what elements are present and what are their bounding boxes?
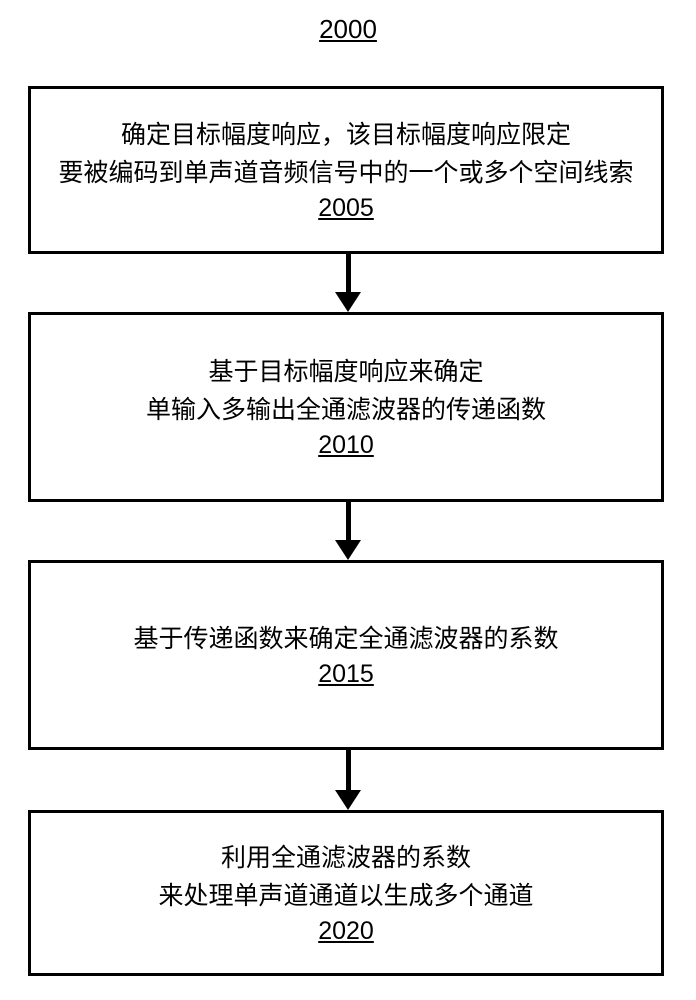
arrow-shaft — [346, 254, 351, 292]
step-text-line: 单输入多输出全通滤波器的传递函数 — [146, 392, 546, 430]
arrow-shaft — [346, 750, 351, 790]
step-ref: 2015 — [318, 660, 374, 689]
arrow-shaft — [346, 502, 351, 540]
flowchart-canvas: 2000 确定目标幅度响应，该目标幅度响应限定 要被编码到单声道音频信号中的一个… — [0, 0, 696, 1000]
step-text-line: 基于传递函数来确定全通滤波器的系数 — [133, 621, 558, 659]
arrow-head-icon — [335, 790, 361, 810]
flow-step-2015: 基于传递函数来确定全通滤波器的系数 2015 — [28, 560, 664, 750]
diagram-title-ref: 2000 — [0, 14, 696, 45]
step-text-line: 来处理单声道通道以生成多个通道 — [158, 878, 533, 916]
step-text-line: 基于目标幅度响应来确定 — [208, 354, 483, 392]
step-text-line: 利用全通滤波器的系数 — [221, 840, 471, 878]
arrow-head-icon — [335, 292, 361, 312]
flow-step-2005: 确定目标幅度响应，该目标幅度响应限定 要被编码到单声道音频信号中的一个或多个空间… — [28, 86, 664, 254]
step-ref: 2010 — [318, 431, 374, 460]
flow-step-2020: 利用全通滤波器的系数 来处理单声道通道以生成多个通道 2020 — [28, 810, 664, 976]
flow-arrow — [335, 750, 361, 810]
flow-arrow — [335, 254, 361, 312]
step-text-line: 确定目标幅度响应，该目标幅度响应限定 — [121, 117, 571, 155]
flow-arrow — [335, 502, 361, 560]
step-text-line: 要被编码到单声道音频信号中的一个或多个空间线索 — [58, 155, 633, 193]
step-ref: 2005 — [318, 194, 374, 223]
flow-step-2010: 基于目标幅度响应来确定 单输入多输出全通滤波器的传递函数 2010 — [28, 312, 664, 502]
step-ref: 2020 — [318, 917, 374, 946]
arrow-head-icon — [335, 540, 361, 560]
